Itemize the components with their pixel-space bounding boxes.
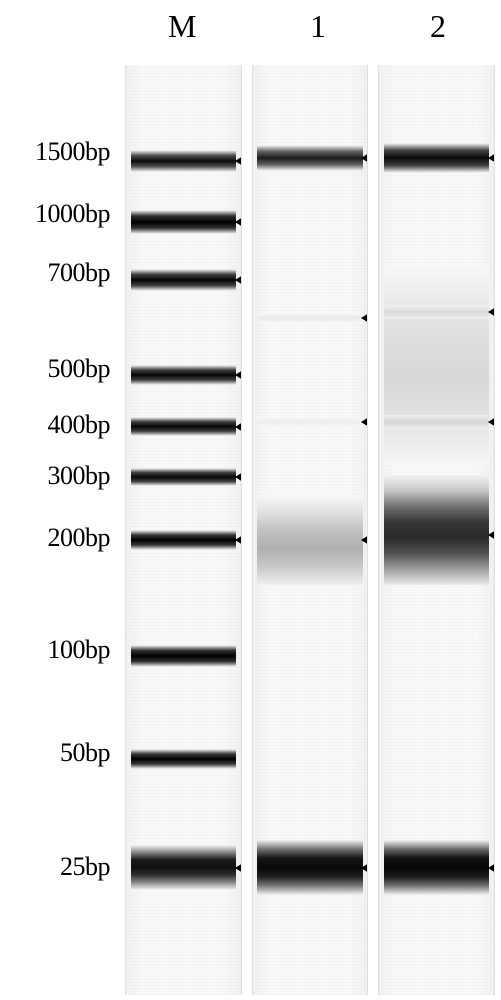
label-500bp: 500bp <box>0 354 110 384</box>
lane-M <box>125 65 242 995</box>
label-1000bp: 1000bp <box>0 199 110 229</box>
band-marker-icon <box>361 863 368 873</box>
band <box>384 840 489 895</box>
band-marker-icon <box>361 417 368 427</box>
label-1500bp: 1500bp <box>0 137 110 167</box>
band-marker-icon <box>361 153 368 163</box>
band-marker-icon <box>235 535 242 545</box>
band <box>131 269 236 291</box>
band <box>384 305 489 319</box>
band <box>384 143 489 173</box>
band <box>131 417 236 436</box>
band-marker-icon <box>488 307 495 317</box>
band-marker-icon <box>488 417 495 427</box>
band <box>131 210 236 234</box>
band <box>131 365 236 385</box>
label-400bp: 400bp <box>0 410 110 440</box>
band <box>257 840 362 895</box>
band <box>384 475 489 585</box>
band-marker-icon <box>235 863 242 873</box>
lane-header-1: 1 <box>310 8 326 45</box>
band <box>384 415 489 429</box>
band-marker-icon <box>488 530 495 540</box>
band <box>131 845 236 890</box>
lane-header-M: M <box>168 8 196 45</box>
band <box>131 530 236 550</box>
gel-area <box>125 65 495 995</box>
label-50bp: 50bp <box>0 738 110 768</box>
band-marker-icon <box>235 217 242 227</box>
size-labels: 1500bp 1000bp 700bp 500bp 400bp 300bp 20… <box>0 0 120 1000</box>
label-300bp: 300bp <box>0 461 110 491</box>
lane-2 <box>378 65 495 995</box>
band-marker-icon <box>361 535 368 545</box>
band <box>384 265 489 465</box>
label-100bp: 100bp <box>0 635 110 665</box>
lane-1 <box>252 65 369 995</box>
label-25bp: 25bp <box>0 852 110 882</box>
band <box>131 749 236 769</box>
band <box>131 645 236 667</box>
band <box>257 145 362 171</box>
band-marker-icon <box>235 370 242 380</box>
band-marker-icon <box>235 275 242 285</box>
band <box>257 417 362 427</box>
band-marker-icon <box>235 422 242 432</box>
band <box>131 150 236 172</box>
lane-header-2: 2 <box>430 8 446 45</box>
band <box>131 468 236 486</box>
gel-figure: M 1 2 1500bp 1000bp 700bp 500bp 400bp 30… <box>0 0 501 1000</box>
label-700bp: 700bp <box>0 258 110 288</box>
band <box>257 313 362 323</box>
band-marker-icon <box>235 472 242 482</box>
band <box>257 495 362 585</box>
band-marker-icon <box>235 156 242 166</box>
label-200bp: 200bp <box>0 523 110 553</box>
band-marker-icon <box>361 313 368 323</box>
band-marker-icon <box>488 863 495 873</box>
band-marker-icon <box>488 153 495 163</box>
